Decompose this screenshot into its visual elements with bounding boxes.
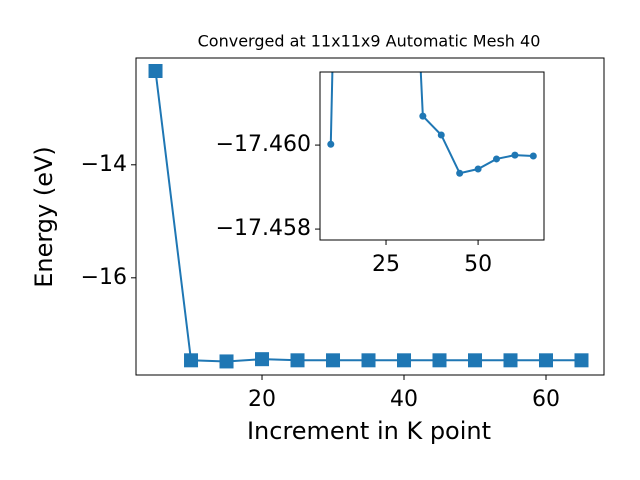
marker <box>148 63 163 78</box>
series <box>327 72 537 177</box>
marker <box>511 151 519 159</box>
x-tick-label: 40 <box>390 387 418 412</box>
x-tick-label: 50 <box>464 252 492 277</box>
marker <box>326 353 341 368</box>
y-axis-label: Energy (eV) <box>30 146 58 288</box>
x-tick-label: 60 <box>532 387 560 412</box>
marker <box>538 353 553 368</box>
marker <box>255 352 270 367</box>
marker <box>474 165 482 173</box>
chart-title: Converged at 11x11x9 Automatic Mesh 40 <box>198 32 541 51</box>
y-tick-label: −14 <box>81 152 127 177</box>
y-tick-label: −17.460 <box>216 132 311 157</box>
marker <box>184 353 199 368</box>
marker <box>290 353 305 368</box>
marker <box>397 353 412 368</box>
marker <box>456 169 464 177</box>
axes-frame <box>319 71 545 241</box>
x-tick-label: 25 <box>372 252 400 277</box>
marker <box>327 140 335 148</box>
marker <box>492 155 500 163</box>
marker <box>432 353 447 368</box>
marker <box>361 353 376 368</box>
marker <box>574 353 589 368</box>
marker <box>468 353 483 368</box>
y-tick-label: −17.458 <box>216 216 311 241</box>
marker <box>529 152 537 160</box>
marker <box>219 354 234 369</box>
x-axis-label: Increment in K point <box>247 417 491 445</box>
axes-frame <box>135 57 605 376</box>
marker <box>437 131 445 139</box>
marker <box>503 353 518 368</box>
y-tick-label: −16 <box>81 265 127 290</box>
series <box>148 63 589 369</box>
marker <box>419 112 427 120</box>
x-tick-label: 20 <box>248 387 276 412</box>
